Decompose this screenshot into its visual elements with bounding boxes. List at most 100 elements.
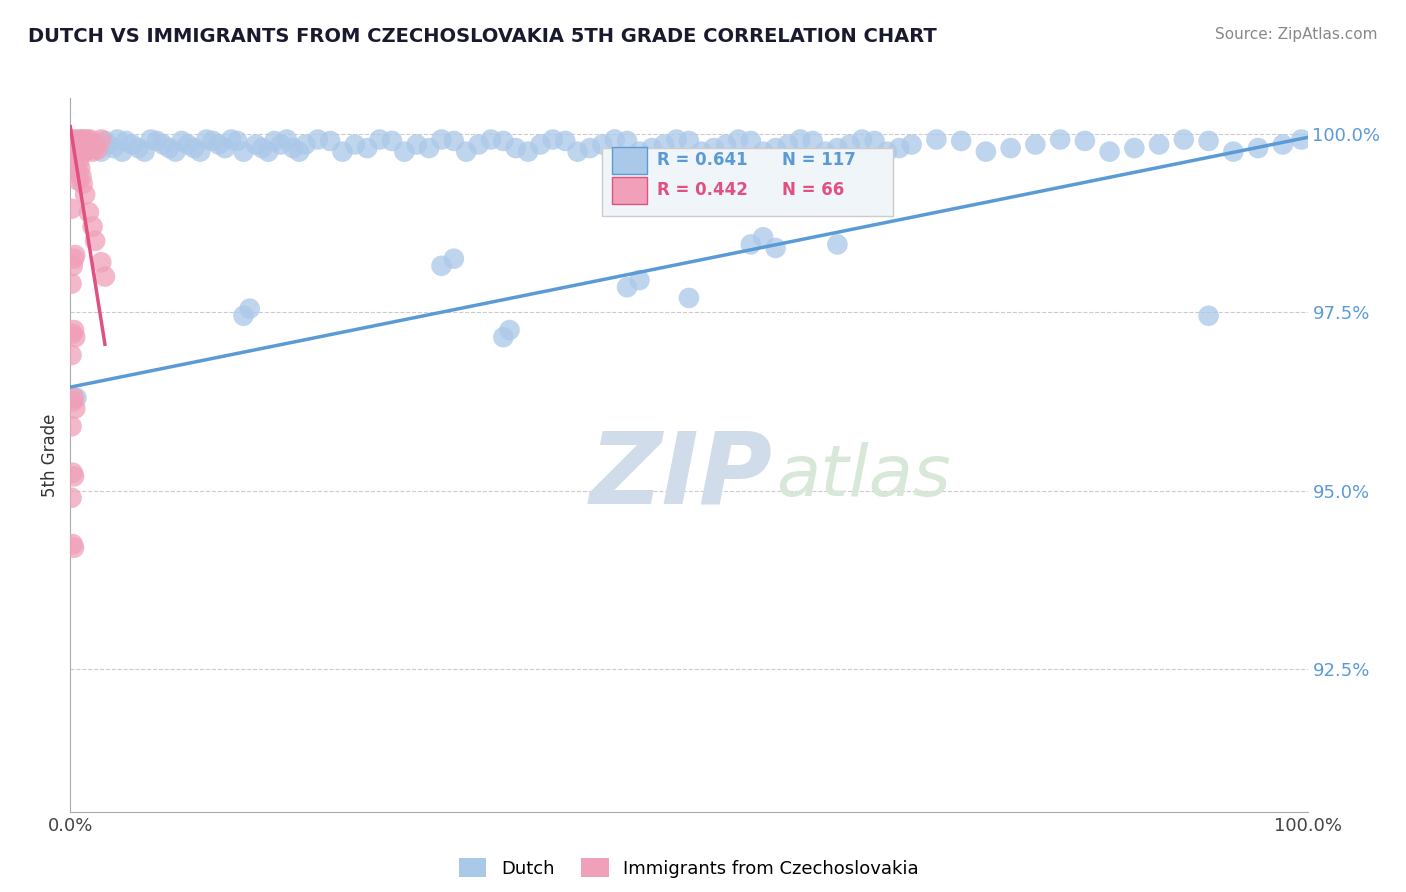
- Point: [90, 255, 112, 269]
- Point: [152, 137, 174, 152]
- Point: [567, 145, 589, 159]
- Point: [529, 137, 551, 152]
- Point: [70, 169, 93, 184]
- Point: [60, 202, 83, 216]
- Point: [641, 141, 664, 155]
- Point: [94, 269, 117, 284]
- Point: [492, 330, 515, 344]
- Point: [876, 145, 898, 159]
- Point: [765, 141, 787, 155]
- Point: [75, 187, 97, 202]
- Point: [430, 132, 453, 146]
- Point: [105, 132, 128, 146]
- Point: [1147, 137, 1170, 152]
- Point: [82, 145, 104, 159]
- Text: Source: ZipAtlas.com: Source: ZipAtlas.com: [1215, 27, 1378, 42]
- Point: [1271, 137, 1294, 152]
- Point: [165, 145, 187, 159]
- Point: [740, 237, 762, 252]
- Point: [851, 132, 873, 146]
- Point: [63, 153, 86, 168]
- Point: [60, 419, 83, 434]
- Point: [60, 348, 83, 362]
- Point: [127, 141, 149, 155]
- FancyBboxPatch shape: [612, 177, 647, 203]
- Point: [239, 301, 262, 316]
- Point: [115, 134, 138, 148]
- Point: [84, 137, 107, 152]
- Point: [63, 323, 86, 337]
- Point: [276, 132, 298, 146]
- Point: [77, 134, 100, 148]
- Point: [814, 145, 837, 159]
- Point: [170, 134, 193, 148]
- Point: [456, 145, 478, 159]
- Point: [752, 145, 775, 159]
- Point: [208, 137, 231, 152]
- Point: [281, 141, 304, 155]
- Point: [60, 132, 83, 146]
- Point: [219, 132, 242, 146]
- Point: [214, 141, 236, 155]
- Point: [157, 141, 180, 155]
- Point: [591, 137, 613, 152]
- Point: [307, 132, 329, 146]
- Point: [63, 391, 86, 405]
- Point: [517, 145, 540, 159]
- Point: [443, 134, 465, 148]
- Point: [65, 391, 87, 405]
- Point: [232, 145, 254, 159]
- Point: [889, 141, 911, 155]
- Text: N = 117: N = 117: [782, 152, 856, 169]
- Point: [752, 230, 775, 244]
- Point: [70, 143, 93, 157]
- Point: [765, 241, 787, 255]
- Point: [665, 132, 688, 146]
- Point: [652, 137, 675, 152]
- Point: [67, 132, 90, 146]
- FancyBboxPatch shape: [602, 148, 893, 216]
- Point: [72, 177, 94, 191]
- Point: [84, 234, 107, 248]
- Point: [65, 132, 87, 146]
- Point: [690, 145, 713, 159]
- Point: [65, 330, 87, 344]
- Point: [139, 132, 162, 146]
- Point: [801, 134, 824, 148]
- Point: [62, 259, 84, 273]
- Point: [90, 145, 112, 159]
- Point: [69, 137, 91, 152]
- Point: [195, 132, 218, 146]
- Point: [65, 401, 87, 416]
- Point: [76, 137, 98, 152]
- Point: [827, 237, 849, 252]
- Text: ZIP: ZIP: [591, 428, 773, 524]
- Point: [90, 132, 112, 146]
- Point: [65, 166, 87, 180]
- Point: [263, 134, 285, 148]
- Text: N = 66: N = 66: [782, 181, 844, 199]
- Point: [62, 537, 84, 551]
- Point: [69, 161, 91, 175]
- Point: [418, 141, 440, 155]
- Point: [94, 134, 117, 148]
- Point: [72, 132, 94, 146]
- Point: [65, 141, 87, 155]
- Point: [60, 491, 83, 505]
- Point: [1247, 141, 1270, 155]
- Point: [82, 141, 104, 155]
- Point: [1198, 134, 1220, 148]
- Point: [838, 137, 860, 152]
- Point: [60, 277, 83, 291]
- FancyBboxPatch shape: [612, 146, 647, 174]
- Point: [73, 137, 96, 152]
- Point: [79, 132, 101, 146]
- Point: [1098, 145, 1121, 159]
- Point: [443, 252, 465, 266]
- Point: [405, 137, 427, 152]
- Point: [63, 143, 86, 157]
- Point: [121, 137, 143, 152]
- Text: atlas: atlas: [776, 442, 950, 511]
- Point: [75, 145, 97, 159]
- Point: [332, 145, 354, 159]
